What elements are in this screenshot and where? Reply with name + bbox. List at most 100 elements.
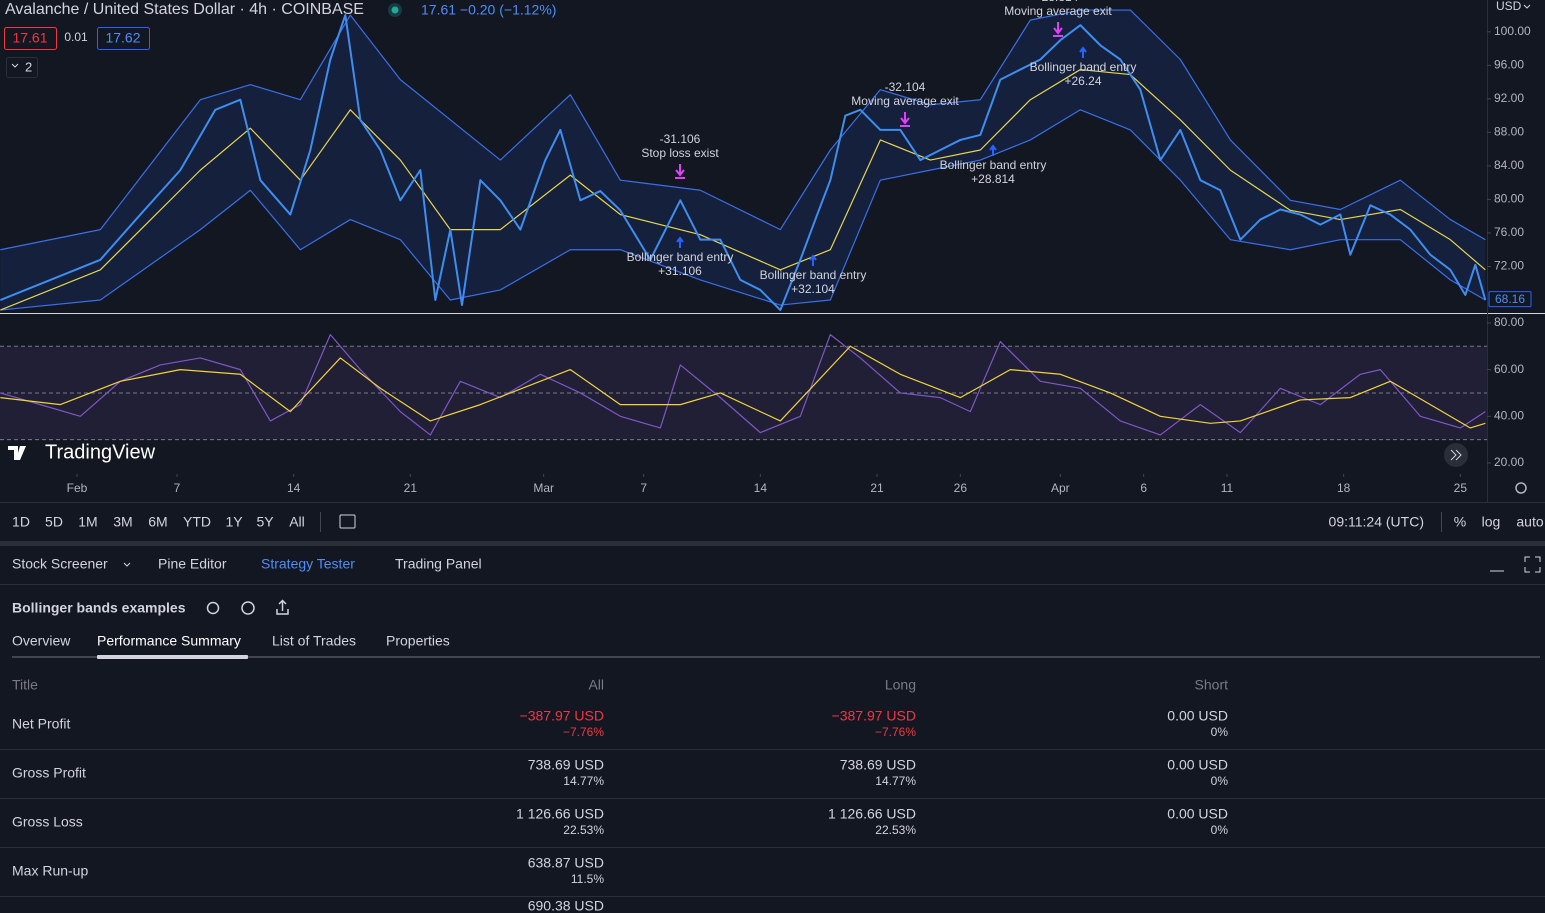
annotation-amount: +32.104	[791, 282, 835, 296]
annotation-label: Bollinger band entry	[627, 250, 734, 264]
quote: 17.61 −0.20 (−1.12%)	[421, 2, 556, 18]
cell: 22.53%	[563, 823, 604, 837]
cell: 22.53%	[875, 823, 916, 837]
y-tick-label: 84.00	[1494, 158, 1524, 172]
annotation-amount: -32.104	[885, 80, 926, 94]
row-title: Max Run-up	[12, 863, 88, 879]
x-tick-label: 25	[1454, 481, 1468, 495]
symbol-title: Avalanche / United States Dollar · 4h · …	[5, 1, 364, 18]
strategy-tab[interactable]: List of Trades	[272, 633, 356, 649]
x-tick-label: Feb	[67, 481, 88, 495]
cell: 0%	[1211, 823, 1229, 837]
log-toggle[interactable]: log	[1482, 514, 1501, 530]
cell: −387.97 USD	[520, 708, 604, 724]
y-tick-label: 60.00	[1494, 362, 1524, 376]
cell: 14.77%	[875, 774, 916, 788]
range-button[interactable]: 1D	[12, 514, 30, 530]
series-line	[0, 68, 1486, 311]
y-tick-label: 20.00	[1494, 455, 1524, 469]
row-title: Gross Profit	[12, 765, 86, 781]
status-dot	[391, 6, 399, 14]
source-icon[interactable]	[241, 601, 255, 615]
range-button[interactable]: 5D	[45, 514, 63, 530]
range-button[interactable]: 1Y	[225, 514, 243, 530]
x-tick-label: 14	[287, 481, 301, 495]
exit-arrow	[900, 112, 910, 127]
range-button[interactable]: 3M	[113, 514, 132, 530]
last-value-box	[1488, 291, 1532, 308]
row-title: Gross Loss	[12, 814, 83, 830]
entry-arrow	[989, 144, 997, 156]
pane	[0, 334, 1487, 441]
entry-arrow	[676, 236, 684, 248]
cell: −7.76%	[563, 725, 604, 739]
percent-toggle[interactable]: %	[1454, 514, 1466, 530]
fullscreen-icon[interactable]	[1524, 556, 1541, 573]
collapse-button[interactable]	[6, 57, 38, 78]
date-range-icon[interactable]	[339, 514, 356, 529]
row-title: Net Profit	[12, 716, 70, 732]
entry-arrow	[809, 254, 817, 266]
annotation-amount: -28.814	[1038, 0, 1079, 4]
bid-box[interactable]	[4, 27, 57, 50]
column-header: Long	[885, 677, 916, 693]
strategy-tab[interactable]: Overview	[12, 633, 71, 649]
last-value-label: 68.16	[1495, 292, 1525, 306]
chart-area	[0, 9, 1487, 441]
chevron	[123, 562, 131, 567]
panel-tab[interactable]: Trading Panel	[395, 556, 482, 572]
panel-tab[interactable]: Strategy Tester	[261, 556, 355, 572]
x-tick-label: Apr	[1051, 481, 1070, 495]
strategy-tab[interactable]: Performance Summary	[97, 633, 241, 649]
x-tick-label: 18	[1337, 481, 1351, 495]
entry-arrow	[1079, 46, 1087, 58]
y-tick-label: 76.00	[1494, 225, 1524, 239]
range-button[interactable]: 1M	[78, 514, 97, 530]
auto-toggle[interactable]: auto	[1516, 514, 1543, 530]
cell: 0.00 USD	[1167, 757, 1228, 773]
annotation-label: Moving average exit	[851, 94, 959, 108]
column-header: All	[588, 677, 604, 693]
ask-box[interactable]	[97, 27, 150, 50]
cell: 1 126.66 USD	[828, 806, 916, 822]
annotation-amount: +28.814	[971, 172, 1015, 186]
range-button[interactable]: 6M	[148, 514, 167, 530]
range-button[interactable]: YTD	[183, 514, 211, 530]
annotation-amount: +26.24	[1064, 74, 1101, 88]
annotation-label: Bollinger band entry	[760, 268, 867, 282]
annotation-amount: +31.106	[658, 264, 702, 278]
range-button[interactable]: All	[289, 514, 305, 530]
settings-icon[interactable]	[206, 601, 220, 615]
panel-divider	[0, 541, 1545, 546]
range-button[interactable]: 5Y	[256, 514, 274, 530]
cell: 11.5%	[571, 872, 604, 886]
cell: 0.00 USD	[1167, 708, 1228, 724]
exit-arrow	[675, 164, 685, 179]
y-tick-label: 40.00	[1494, 408, 1524, 422]
cell: −7.76%	[875, 725, 916, 739]
annotation-label: Stop loss exist	[641, 146, 719, 160]
panel-tab[interactable]: Pine Editor	[158, 556, 227, 572]
cell: 0.00 USD	[1167, 806, 1228, 822]
annotation-label: Bollinger band entry	[940, 158, 1047, 172]
ask: 17.62	[105, 30, 140, 46]
chevron	[1523, 4, 1531, 9]
strategy-tab[interactable]: Properties	[386, 633, 450, 649]
pane	[0, 9, 1487, 312]
panel-tab[interactable]: Stock Screener	[12, 556, 108, 572]
y-tick-label: 80.00	[1494, 192, 1524, 206]
annotation-label: Moving average exit	[1004, 4, 1112, 18]
annotation-amount: -31.106	[660, 132, 701, 146]
cell: 14.77%	[563, 774, 604, 788]
column-header: Short	[1195, 677, 1229, 693]
settings-icon[interactable]	[1515, 482, 1527, 494]
chevron	[11, 63, 19, 68]
clock: 09:11:24 (UTC)	[1329, 514, 1424, 530]
x-tick-label: 21	[404, 481, 418, 495]
bid: 17.61	[12, 30, 47, 46]
y-tick-label: 92.00	[1494, 91, 1524, 105]
series-line	[0, 14, 1487, 312]
series-line	[0, 334, 1486, 436]
export-icon[interactable]	[276, 599, 289, 615]
